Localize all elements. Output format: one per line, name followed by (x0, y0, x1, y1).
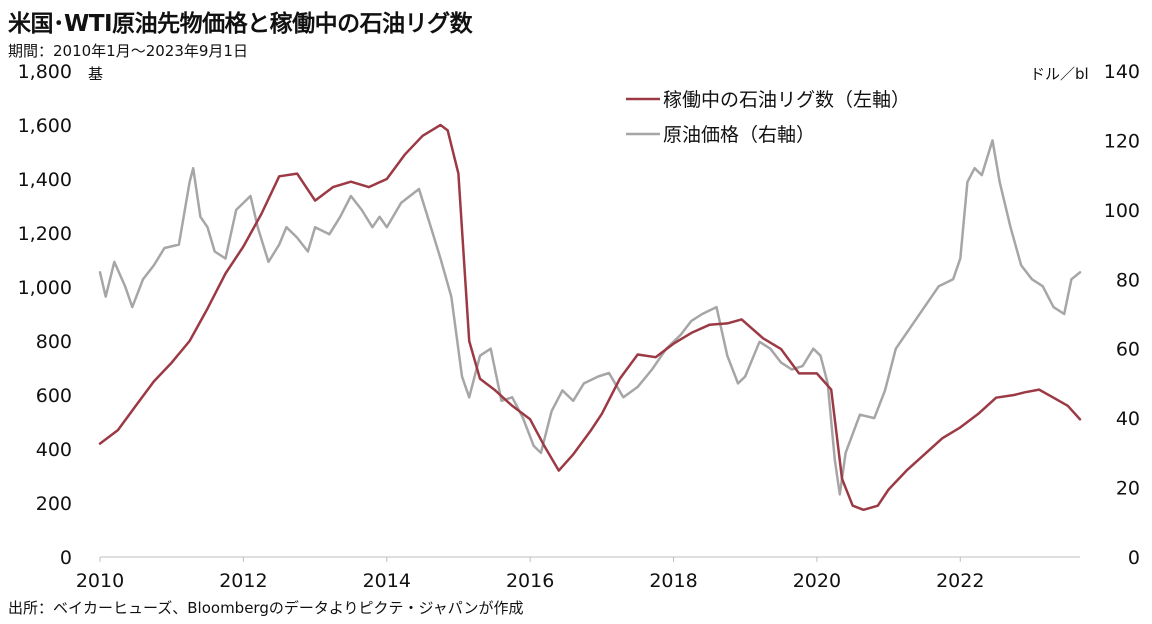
left-y-tick-label: 1,200 (18, 223, 72, 245)
legend-label-oil-price: 原油価格（右軸） (663, 124, 815, 146)
right-y-tick-label: 20 (1116, 478, 1140, 500)
legend: 稼働中の石油リグ数（左軸） 原油価格（右軸） (626, 89, 910, 146)
left-y-tick-label: 0 (60, 547, 72, 569)
left-y-tick-label: 1,000 (18, 277, 72, 299)
legend-label-rig-count: 稼働中の石油リグ数（左軸） (663, 89, 910, 111)
right-y-tick-label: 60 (1116, 339, 1140, 361)
left-y-tick-label: 200 (36, 493, 72, 515)
left-y-tick-label: 1,400 (18, 169, 72, 191)
right-y-tick-label: 40 (1116, 408, 1140, 430)
left-y-tick-label: 1,600 (18, 115, 72, 137)
right-y-tick-label: 120 (1104, 130, 1140, 152)
left-y-tick-label: 400 (36, 439, 72, 461)
x-tick-label: 2018 (649, 570, 697, 592)
left-y-tick-label: 600 (36, 385, 72, 407)
right-axis-unit: ドル／bl (1030, 65, 1089, 83)
series-line-rig-count (98, 123, 1082, 512)
right-y-tick-label: 100 (1104, 200, 1140, 222)
series-line-oil-price (98, 139, 1082, 496)
left-y-tick-label: 800 (36, 331, 72, 353)
right-y-tick-group: 0 20 40 60 80 100 120 140 (1104, 61, 1140, 569)
right-y-tick-label: 80 (1116, 269, 1140, 291)
chart-title: 米国･WTI原油先物価格と稼働中の石油リグ数 (8, 11, 473, 37)
x-tick-label: 2022 (936, 570, 984, 592)
left-y-tick-label: 1,800 (18, 61, 72, 83)
series-group (98, 123, 1082, 512)
x-tick-label: 2016 (506, 570, 554, 592)
right-y-tick-label: 0 (1128, 547, 1140, 569)
left-axis-unit: 基 (88, 65, 103, 83)
x-tick-label: 2012 (219, 570, 267, 592)
x-tick-label: 2020 (793, 570, 841, 592)
right-y-tick-label: 140 (1104, 61, 1140, 83)
x-tick-label: 2014 (363, 570, 411, 592)
source-note: 出所：ベイカーヒューズ、Bloombergのデータよりピクテ・ジャパンが作成 (8, 599, 524, 617)
x-tick-label: 2010 (76, 570, 124, 592)
left-y-tick-group: 0 200 400 600 800 1,000 1,200 1,400 1,600 1,800 (18, 61, 72, 569)
chart-subtitle: 期間：2010年1月～2023年9月1日 (8, 42, 248, 60)
x-tick-group: 2010 2012 2014 2016 2018 2020 2022 (76, 557, 984, 592)
